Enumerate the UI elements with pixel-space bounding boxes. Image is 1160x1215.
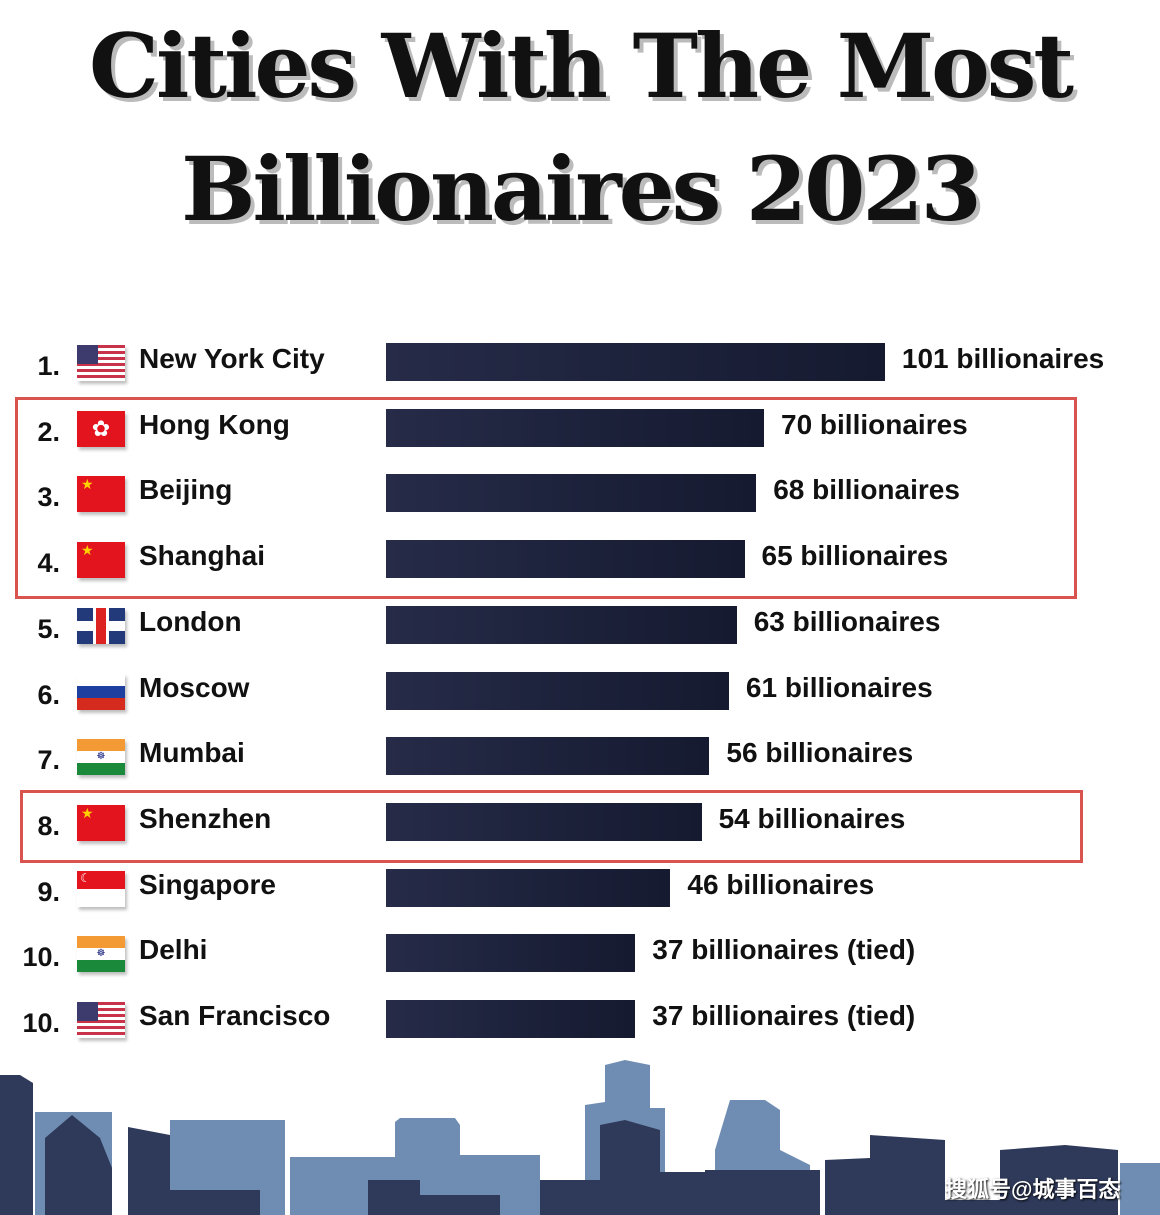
bar	[386, 802, 702, 841]
rank-label: 1.	[37, 351, 60, 381]
bar	[386, 934, 636, 973]
india-flag-icon: ☸	[77, 739, 125, 776]
bar	[386, 737, 710, 776]
city-label: Beijing	[139, 474, 233, 506]
watermark: 搜狐号@城事百态	[945, 1177, 1121, 1202]
russia-flag-icon	[77, 673, 125, 710]
highlight-box-china-top	[15, 397, 1077, 599]
chart-row: 6. Moscow 61 billionaires	[0, 671, 1160, 712]
value-label: 65 billionaires	[761, 540, 949, 572]
rank-label: 5.	[37, 613, 60, 644]
chart-title-line-2: Billionaires 2023	[181, 137, 982, 241]
city-label: London	[139, 605, 242, 637]
value-label: 68 billionaires	[773, 474, 960, 506]
chart-row: 2. ✿ Hong Kong 70 billionaires	[0, 408, 1160, 449]
chart-row: 3. ★ Beijing 68 billionaires	[0, 474, 1160, 514]
value-label: 46 billionaires	[687, 868, 875, 900]
rank-label: 2.	[37, 416, 60, 447]
city-label: Shanghai	[139, 540, 266, 572]
city-label: Delhi	[139, 934, 208, 966]
bar	[386, 1000, 636, 1038]
chart-row: 10. ☸ Delhi 37 billionaires (tied)	[0, 934, 1160, 974]
value-label: 54 billionaires	[718, 802, 906, 834]
chart-row: 8. ★ Shenzhen 54 billionaires	[0, 802, 1160, 843]
us-flag-icon	[77, 345, 125, 381]
city-label: Shenzhen	[139, 802, 272, 834]
bar	[386, 671, 729, 710]
bar	[386, 408, 764, 447]
bar	[386, 474, 757, 513]
chart-row: 5. London 63 billionaires	[0, 605, 1160, 646]
highlight-box-shenzhen	[20, 790, 1083, 863]
bar	[386, 868, 671, 907]
rank-label: 8.	[37, 810, 60, 841]
value-label: 37 billionaires (tied)	[652, 934, 916, 966]
chart-row: 9. ☾ Singapore 46 billionaires	[0, 868, 1160, 909]
city-label: Mumbai	[139, 737, 245, 769]
skyline-front-buildings	[0, 1075, 1118, 1215]
hong-kong-flag-icon: ✿	[77, 410, 125, 447]
city-label: Singapore	[139, 868, 276, 900]
rank-label: 6.	[37, 679, 60, 710]
rank-label: 10.	[22, 942, 60, 973]
city-label: Moscow	[139, 671, 250, 703]
bar	[386, 540, 745, 579]
singapore-flag-icon: ☾	[77, 870, 125, 907]
city-label: San Francisco	[139, 1000, 331, 1031]
chart-title-line-1: Cities With The Most	[88, 14, 1074, 118]
rank-label: 4.	[37, 548, 60, 579]
rank-label: 10.	[22, 1008, 60, 1038]
india-flag-icon: ☸	[77, 936, 125, 973]
value-label: 63 billionaires	[753, 605, 941, 637]
chart-row: 10. San Francisco 37 billionaires (tied)	[0, 1000, 1160, 1040]
china-flag-icon: ★	[77, 542, 125, 579]
uk-flag-icon	[77, 607, 125, 644]
value-label: 56 billionaires	[726, 737, 914, 769]
rank-label: 7.	[37, 745, 60, 776]
city-skyline-illustration	[0, 1060, 1160, 1215]
city-label: Hong Kong	[139, 408, 290, 440]
rank-label: 9.	[37, 876, 60, 907]
bar	[386, 343, 885, 381]
value-label: 101 billionaires	[901, 343, 1105, 374]
bar	[386, 605, 737, 644]
value-label: 70 billionaires	[781, 408, 968, 440]
value-label: 37 billionaires (tied)	[652, 1000, 916, 1031]
value-label: 61 billionaires	[745, 671, 933, 703]
rank-label: 3.	[37, 482, 60, 513]
china-flag-icon: ★	[77, 476, 125, 513]
city-label: New York City	[139, 343, 325, 374]
china-flag-icon: ★	[77, 804, 125, 841]
us-flag-icon	[77, 1002, 125, 1038]
chart-row: 1. New York City 101 billionaires	[0, 343, 1160, 383]
chart-row: 7. ☸ Mumbai 56 billionaires	[0, 737, 1160, 777]
chart-row: 4. ★ Shanghai 65 billionaires	[0, 540, 1160, 580]
